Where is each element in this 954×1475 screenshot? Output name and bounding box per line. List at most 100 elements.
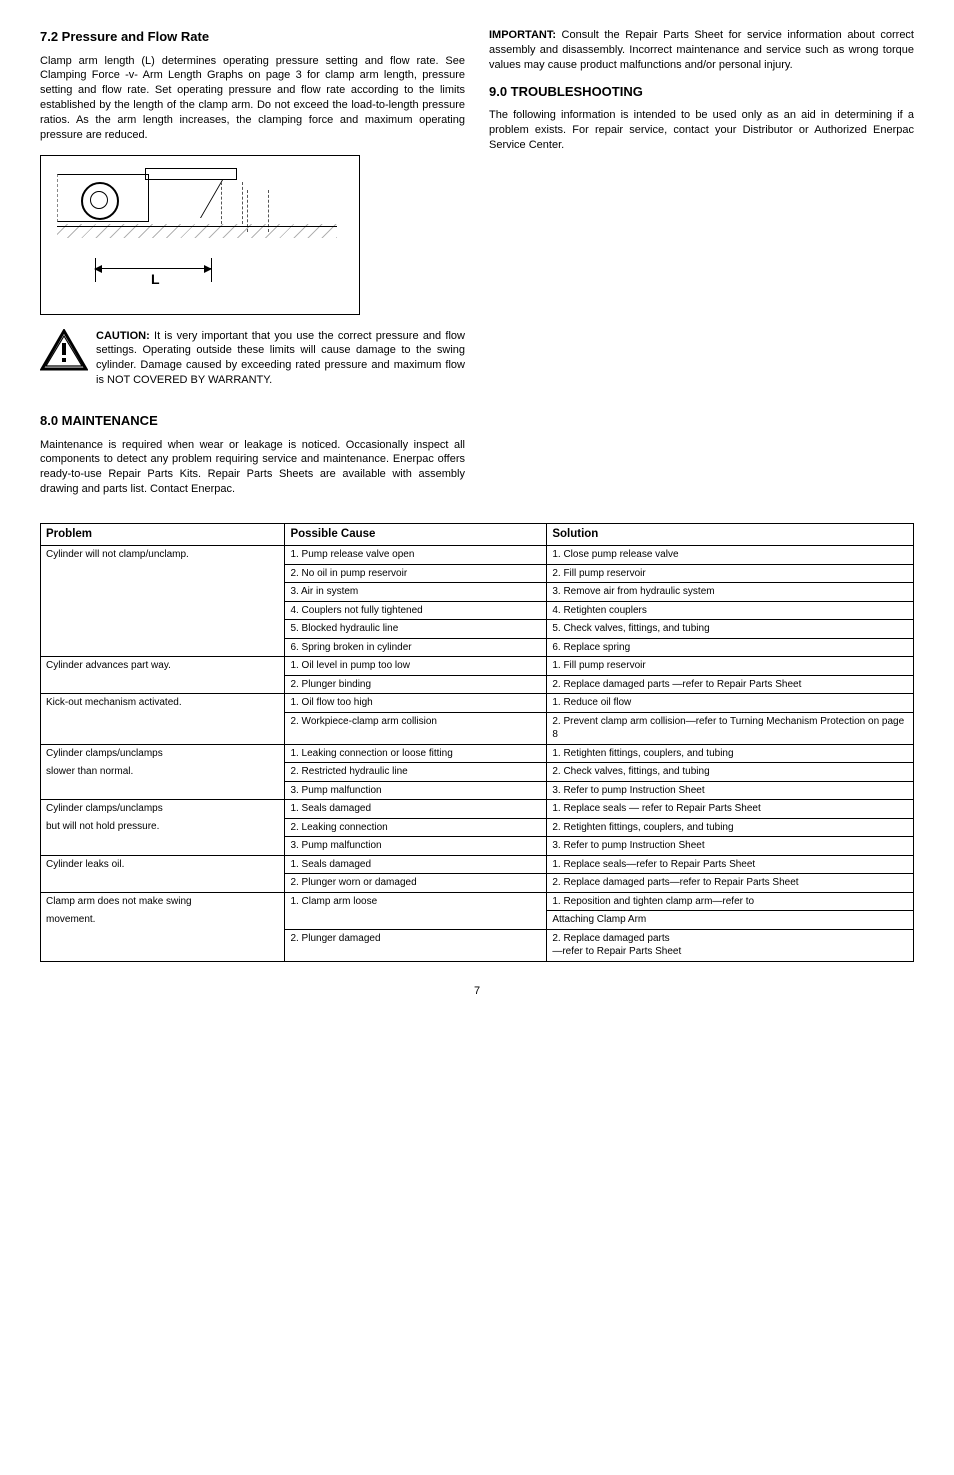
cell-cause: 2. No oil in pump reservoir xyxy=(285,564,547,583)
table-row: 3. Air in system3. Remove air from hydra… xyxy=(41,583,914,602)
caution-body: It is very important that you use the co… xyxy=(96,330,465,387)
caution-text: CAUTION: It is very important that you u… xyxy=(96,329,465,388)
cell-cause: 6. Spring broken in cylinder xyxy=(285,638,547,657)
cell-solution: 6. Replace spring xyxy=(547,638,914,657)
cell-solution: 2. Retighten fittings, couplers, and tub… xyxy=(547,818,914,837)
cell-problem xyxy=(41,837,285,856)
diagram-label-L: L xyxy=(147,270,164,289)
cell-problem xyxy=(41,781,285,800)
table-row: but will not hold pressure.2. Leaking co… xyxy=(41,818,914,837)
warning-triangle-icon xyxy=(40,329,88,371)
cell-cause: 4. Couplers not fully tightened xyxy=(285,601,547,620)
table-row: 2. Plunger worn or damaged2. Replace dam… xyxy=(41,874,914,893)
cell-problem: movement. xyxy=(41,911,285,930)
cell-solution: 2. Prevent clamp arm collision—refer to … xyxy=(547,712,914,744)
cell-problem: but will not hold pressure. xyxy=(41,818,285,837)
cell-problem xyxy=(41,929,285,961)
cell-cause: 5. Blocked hydraulic line xyxy=(285,620,547,639)
table-row: Cylinder clamps/unclamps1. Seals damaged… xyxy=(41,800,914,819)
cell-cause: 1. Oil flow too high xyxy=(285,694,547,713)
cell-cause: 1. Seals damaged xyxy=(285,855,547,874)
important-text: IMPORTANT: Consult the Repair Parts Shee… xyxy=(489,28,914,73)
cell-problem: Cylinder clamps/unclamps xyxy=(41,800,285,819)
caution-label: CAUTION: xyxy=(96,330,150,342)
cell-solution: 1. Retighten fittings, couplers, and tub… xyxy=(547,744,914,763)
cell-solution: 4. Retighten couplers xyxy=(547,601,914,620)
table-row: movement. Attaching Clamp Arm xyxy=(41,911,914,930)
table-row: Cylinder will not clamp/unclamp.1. Pump … xyxy=(41,546,914,565)
important-label: IMPORTANT: xyxy=(489,29,556,41)
table-row: 2. No oil in pump reservoir2. Fill pump … xyxy=(41,564,914,583)
table-row: 5. Blocked hydraulic line5. Check valves… xyxy=(41,620,914,639)
cell-problem: Cylinder clamps/unclamps xyxy=(41,744,285,763)
cell-problem: Kick-out mechanism activated. xyxy=(41,694,285,713)
table-row: 2. Plunger damaged2. Replace damaged par… xyxy=(41,929,914,961)
th-problem: Problem xyxy=(41,523,285,546)
cell-cause: 1. Clamp arm loose xyxy=(285,892,547,911)
troubleshooting-table: Problem Possible Cause Solution Cylinder… xyxy=(40,523,914,962)
cell-cause: 3. Pump malfunction xyxy=(285,781,547,800)
cell-solution: 2. Replace damaged parts —refer to Repai… xyxy=(547,675,914,694)
cell-problem xyxy=(41,675,285,694)
cell-solution: 2. Fill pump reservoir xyxy=(547,564,914,583)
table-row: Cylinder advances part way.1. Oil level … xyxy=(41,657,914,676)
cell-problem: Cylinder leaks oil. xyxy=(41,855,285,874)
cell-cause: 2. Leaking connection xyxy=(285,818,547,837)
para-8-0: Maintenance is required when wear or lea… xyxy=(40,438,465,497)
table-row: Clamp arm does not make swing1. Clamp ar… xyxy=(41,892,914,911)
cell-problem xyxy=(41,583,285,602)
cell-problem: Clamp arm does not make swing xyxy=(41,892,285,911)
table-row: Cylinder clamps/unclamps1. Leaking conne… xyxy=(41,744,914,763)
cell-problem xyxy=(41,564,285,583)
cell-problem xyxy=(41,638,285,657)
cell-problem xyxy=(41,601,285,620)
cell-problem: slower than normal. xyxy=(41,763,285,782)
cell-solution: 2. Check valves, fittings, and tubing xyxy=(547,763,914,782)
cell-cause: 3. Pump malfunction xyxy=(285,837,547,856)
table-row: 2. Workpiece-clamp arm collision2. Preve… xyxy=(41,712,914,744)
heading-7-2: 7.2 Pressure and Flow Rate xyxy=(40,28,465,46)
cell-cause: 2. Restricted hydraulic line xyxy=(285,763,547,782)
table-row: Kick-out mechanism activated.1. Oil flow… xyxy=(41,694,914,713)
table-row: 2. Plunger binding2. Replace damaged par… xyxy=(41,675,914,694)
table-row: 3. Pump malfunction3. Refer to pump Inst… xyxy=(41,781,914,800)
th-cause: Possible Cause xyxy=(285,523,547,546)
left-column: 7.2 Pressure and Flow Rate Clamp arm len… xyxy=(40,28,465,507)
cell-solution: 3. Refer to pump Instruction Sheet xyxy=(547,781,914,800)
table-row: Cylinder leaks oil.1. Seals damaged1. Re… xyxy=(41,855,914,874)
page-number: 7 xyxy=(40,984,914,999)
heading-9-0: 9.0 TROUBLESHOOTING xyxy=(489,83,914,101)
caution-block: CAUTION: It is very important that you u… xyxy=(40,329,465,398)
cell-cause xyxy=(285,911,547,930)
table-row: 3. Pump malfunction3. Refer to pump Inst… xyxy=(41,837,914,856)
cell-problem xyxy=(41,874,285,893)
cell-solution: 2. Replace damaged parts—refer to Repair… xyxy=(547,874,914,893)
cell-cause: 1. Oil level in pump too low xyxy=(285,657,547,676)
cell-solution: 1. Fill pump reservoir xyxy=(547,657,914,676)
para-7-2: Clamp arm length (L) determines operatin… xyxy=(40,54,465,143)
right-column: IMPORTANT: Consult the Repair Parts Shee… xyxy=(489,28,914,507)
cell-cause: 2. Plunger binding xyxy=(285,675,547,694)
cell-solution: 1. Replace seals — refer to Repair Parts… xyxy=(547,800,914,819)
upper-columns: 7.2 Pressure and Flow Rate Clamp arm len… xyxy=(40,28,914,507)
cell-problem xyxy=(41,620,285,639)
cell-solution: 1. Reduce oil flow xyxy=(547,694,914,713)
cell-problem: Cylinder will not clamp/unclamp. xyxy=(41,546,285,565)
table-row: 4. Couplers not fully tightened4. Retigh… xyxy=(41,601,914,620)
clamp-diagram: L xyxy=(40,155,360,315)
table-header-row: Problem Possible Cause Solution xyxy=(41,523,914,546)
para-9-0: The following information is intended to… xyxy=(489,108,914,153)
cell-problem: Cylinder advances part way. xyxy=(41,657,285,676)
cell-cause: 3. Air in system xyxy=(285,583,547,602)
cell-cause: 2. Workpiece-clamp arm collision xyxy=(285,712,547,744)
cell-solution: Attaching Clamp Arm xyxy=(547,911,914,930)
cell-cause: 1. Seals damaged xyxy=(285,800,547,819)
cell-solution: 1. Reposition and tighten clamp arm—refe… xyxy=(547,892,914,911)
cell-solution: 3. Remove air from hydraulic system xyxy=(547,583,914,602)
table-row: 6. Spring broken in cylinder6. Replace s… xyxy=(41,638,914,657)
cell-cause: 2. Plunger worn or damaged xyxy=(285,874,547,893)
cell-solution: 5. Check valves, fittings, and tubing xyxy=(547,620,914,639)
cell-cause: 2. Plunger damaged xyxy=(285,929,547,961)
heading-8-0: 8.0 MAINTENANCE xyxy=(40,412,465,430)
cell-solution: 3. Refer to pump Instruction Sheet xyxy=(547,837,914,856)
